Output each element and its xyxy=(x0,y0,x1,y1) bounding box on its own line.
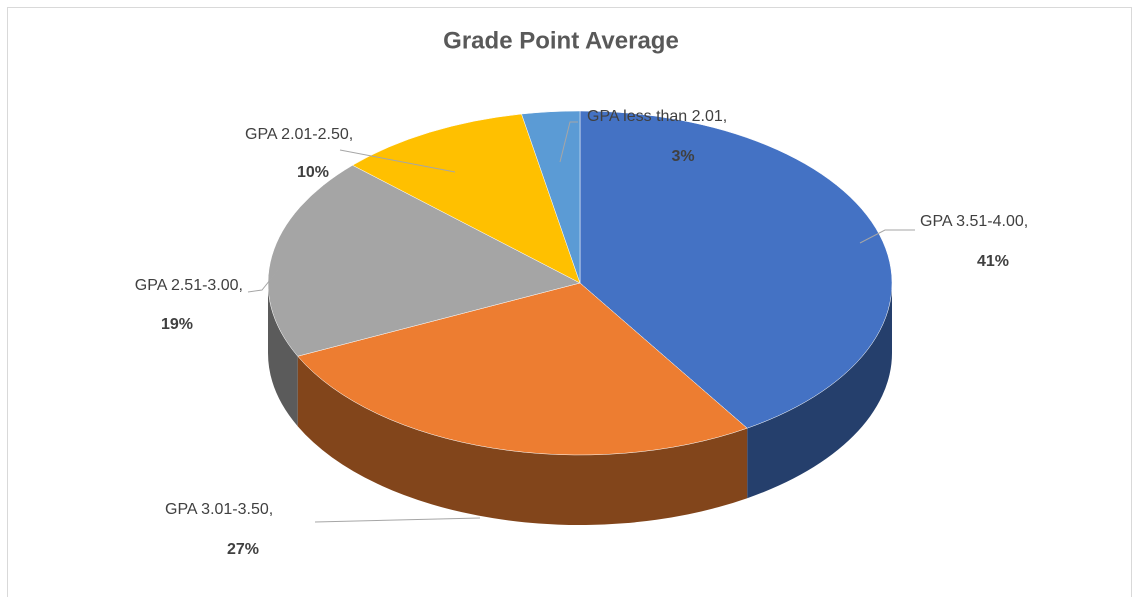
value-label: 19% xyxy=(161,316,193,333)
slice-label: GPA 3.01-3.50, xyxy=(165,501,273,518)
value-label: 3% xyxy=(671,148,694,165)
leader-line xyxy=(314,517,481,523)
slice-label: GPA 2.01-2.50, xyxy=(245,126,353,143)
pie-slice xyxy=(267,164,581,357)
value-label: 41% xyxy=(977,253,1009,270)
slice-label: GPA 2.51-3.00, xyxy=(135,277,243,294)
pie-side xyxy=(297,356,748,525)
leader-line xyxy=(859,229,915,244)
value-label: 10% xyxy=(297,164,329,181)
pie-slice xyxy=(521,110,581,284)
pie-slice xyxy=(297,282,748,456)
pie-side xyxy=(268,283,298,427)
leader-line xyxy=(339,149,456,173)
value-label: 27% xyxy=(227,541,259,558)
pie-slice xyxy=(579,110,893,429)
slice-label: GPA less than 2.01, xyxy=(587,108,727,125)
pie-slice xyxy=(352,113,581,284)
chart-title: Grade Point Average xyxy=(443,27,679,54)
slice-label: GPA 3.51-4.00, xyxy=(920,213,1028,230)
leader-line xyxy=(559,121,578,163)
pie-side xyxy=(747,283,892,499)
leader-line xyxy=(247,269,279,293)
